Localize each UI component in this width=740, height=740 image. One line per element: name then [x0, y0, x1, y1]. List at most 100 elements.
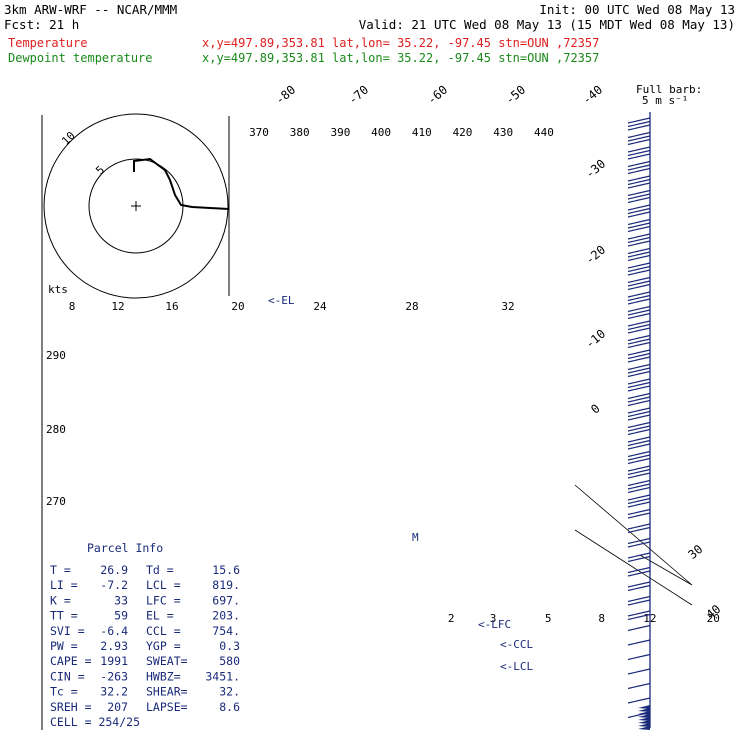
- wind-barb: [627, 240, 651, 247]
- wind-barb: [627, 247, 651, 255]
- isotherm-label: -60: [425, 83, 451, 108]
- wind-barb: [627, 508, 651, 516]
- parcel-param-name: K =: [50, 593, 71, 607]
- wind-barb: [627, 472, 651, 479]
- parcel-param-name: LCL =: [146, 578, 181, 592]
- parcel-param-value: 207: [107, 700, 128, 714]
- parcel-param-value: 32.: [219, 685, 240, 699]
- valid-time: Valid: 21 UTC Wed 08 May 13 (15 MDT Wed …: [359, 17, 735, 32]
- wind-barb: [627, 414, 651, 421]
- mixing-ratio-label: 2: [448, 612, 455, 625]
- parcel-param-name: CAPE =: [50, 654, 92, 668]
- wind-barb: [627, 265, 651, 273]
- wind-barb: [627, 160, 651, 168]
- parcel-param-name: LI =: [50, 578, 78, 592]
- theta-e-label: 430: [493, 126, 513, 139]
- wind-barb-pennant: [638, 723, 650, 727]
- full-barb-units: 5 m s⁻¹: [642, 94, 688, 107]
- legend-temperature-info: x,y=497.89,353.81 lat,lon= 35.22, -97.45…: [202, 36, 599, 50]
- wind-barb: [627, 356, 651, 363]
- wind-barb: [627, 338, 651, 345]
- parcel-param-value: 59: [114, 609, 128, 623]
- wind-barb: [627, 523, 651, 530]
- wind-barb: [627, 570, 651, 577]
- parcel-param-name: SREH =: [50, 700, 92, 714]
- wind-barb: [627, 497, 651, 505]
- isotherm-label: -10: [583, 327, 609, 352]
- wind-barb: [627, 581, 651, 588]
- wind-barb: [627, 175, 651, 182]
- parcel-param-name: TT =: [50, 609, 78, 623]
- wind-barb-pennant: [638, 720, 650, 724]
- wind-barb: [627, 196, 651, 204]
- parcel-param-value: 15.6: [212, 563, 240, 577]
- parcel-param-name: CCL =: [146, 624, 181, 638]
- init-time: Init: 00 UTC Wed 08 May 13: [539, 2, 735, 17]
- wind-barb: [627, 410, 651, 418]
- wind-barb: [627, 254, 651, 262]
- wind-barb: [627, 323, 651, 331]
- wind-barb: [627, 526, 651, 534]
- wind-barb: [627, 204, 651, 211]
- wind-barb: [627, 298, 651, 305]
- wind-barb: [627, 555, 651, 563]
- legend-dewpoint-name: Dewpoint temperature: [8, 51, 153, 65]
- isotherm-label: 30: [685, 542, 705, 562]
- wind-barb: [627, 537, 651, 545]
- wind-barb: [627, 312, 651, 320]
- wind-barb: [627, 236, 651, 244]
- wind-barb-pennant: [638, 714, 650, 718]
- m-marker: M: [412, 531, 419, 544]
- wind-barb: [627, 465, 651, 472]
- model-title: 3km ARW-WRF -- NCAR/MMM: [4, 2, 177, 17]
- wind-barb: [627, 280, 651, 287]
- wind-barb: [627, 624, 651, 632]
- wind-barb: [627, 443, 651, 450]
- wind-barb: [627, 468, 651, 476]
- wind-barb: [627, 428, 651, 436]
- wind-barb: [627, 381, 651, 389]
- wind-barb-pennant: [638, 708, 650, 712]
- wind-barb: [627, 193, 651, 200]
- mixing-ratio-label: 3: [490, 612, 497, 625]
- wind-barb: [627, 327, 651, 334]
- wind-barb: [627, 283, 651, 291]
- parcel-param-value: 1991: [100, 654, 128, 668]
- theta-e-label: 420: [453, 126, 473, 139]
- wind-barb: [627, 610, 651, 617]
- hodograph-trace: [133, 157, 230, 210]
- wind-barb: [627, 399, 651, 407]
- wind-barb: [627, 164, 651, 171]
- parcel-param-value: 33: [114, 593, 128, 607]
- wind-barb: [627, 251, 651, 258]
- parcel-param-value: 8.6: [219, 700, 240, 714]
- wind-barb: [627, 407, 651, 414]
- parcel-param-value: -6.4: [100, 624, 128, 638]
- parcel-param-name: YGP =: [146, 639, 181, 653]
- parcel-param-value: 697.: [212, 593, 240, 607]
- wind-barb-pennant: [638, 717, 650, 721]
- isotherm-label: -80: [273, 83, 299, 108]
- isotherm-label: -30: [583, 157, 609, 182]
- wind-barb: [627, 439, 651, 447]
- parcel-param-name: EL =: [146, 609, 174, 623]
- theta-e-label: 370: [249, 126, 269, 139]
- hodograph: 510: [43, 113, 230, 299]
- wind-barb: [627, 370, 651, 378]
- wind-barb: [627, 269, 651, 276]
- wind-barbs: [627, 112, 651, 730]
- theta-e-label: 440: [534, 126, 554, 139]
- parcel-param-name: LFC =: [146, 593, 181, 607]
- parcel-param-name: SHEAR=: [146, 685, 188, 699]
- hodo-speed-label: 16: [165, 300, 178, 313]
- wind-barb: [627, 450, 651, 458]
- wind-barb: [627, 483, 651, 490]
- wind-barb: [627, 207, 651, 215]
- wind-barb: [627, 120, 651, 128]
- wind-barb: [627, 182, 651, 189]
- isotherm-label: -50: [503, 83, 529, 108]
- el-marker: <-EL: [268, 294, 295, 307]
- mixing-ratio-label: 5: [545, 612, 552, 625]
- wind-barb: [627, 479, 651, 487]
- wind-barb: [627, 653, 651, 661]
